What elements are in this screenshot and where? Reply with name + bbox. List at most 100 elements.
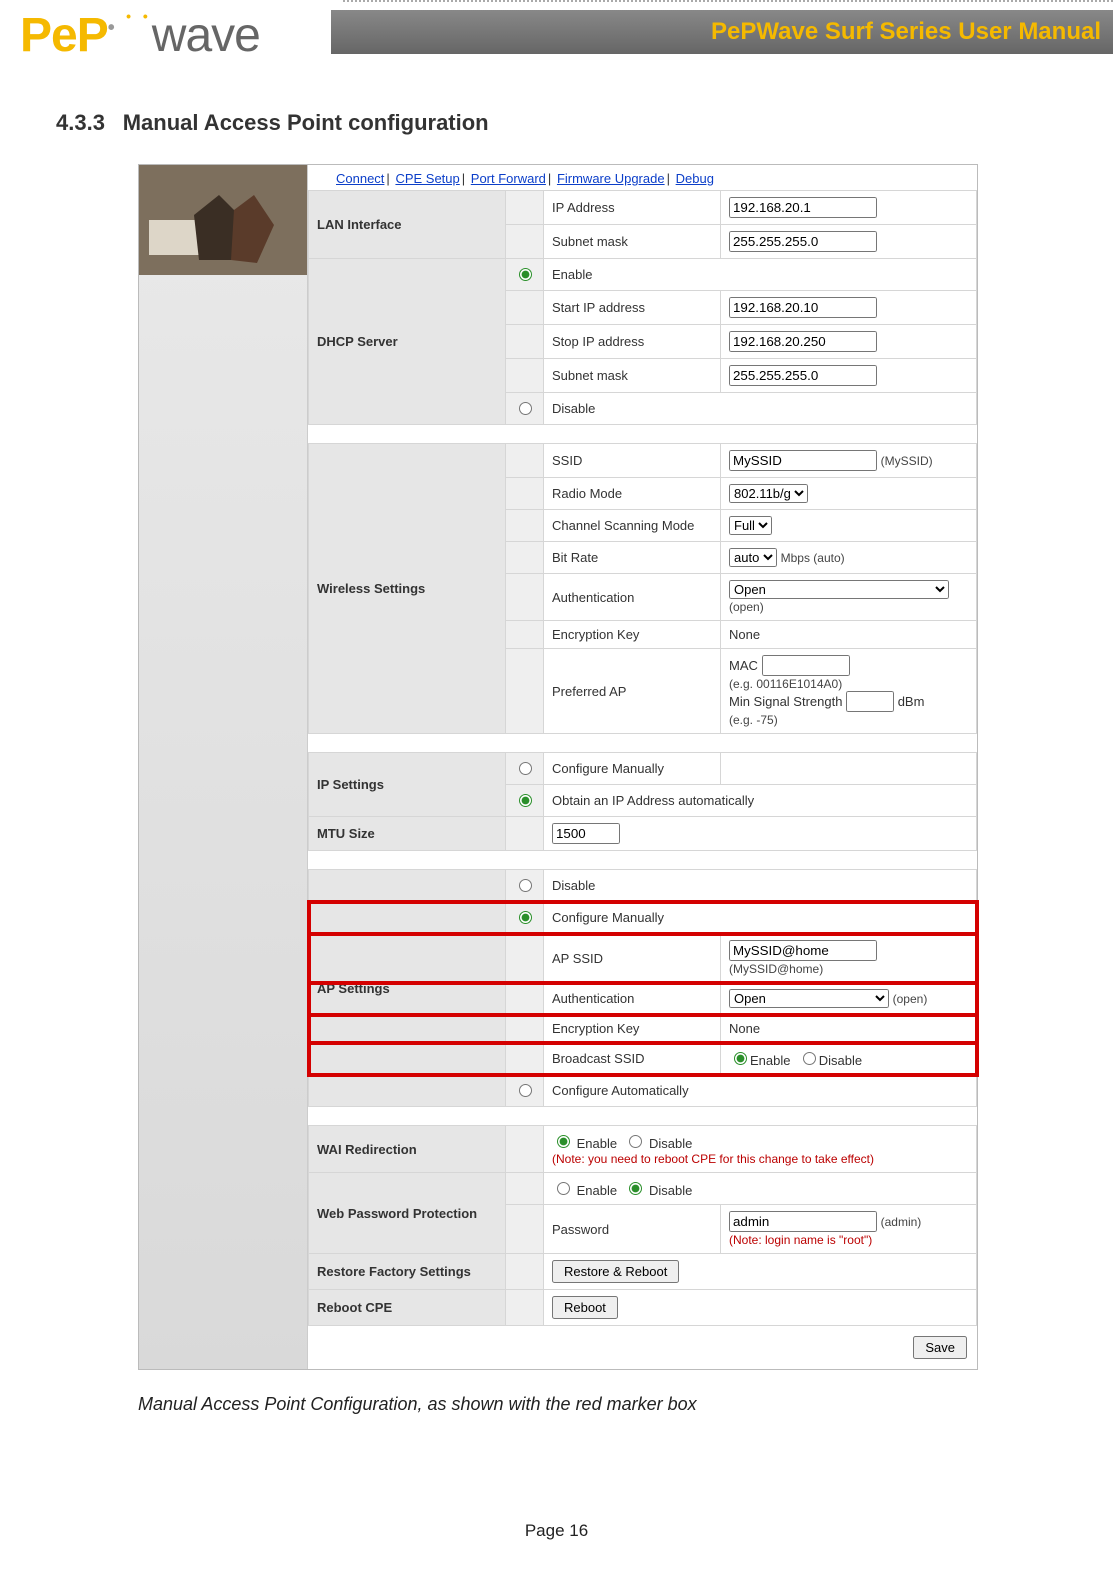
- ap-ssid-hint: (MySSID@home): [729, 962, 823, 976]
- wifi-scan-label: Channel Scanning Mode: [544, 510, 721, 542]
- pwd-section-header: Web Password Protection: [309, 1173, 506, 1254]
- dhcp-disable-radio[interactable]: [519, 402, 532, 415]
- dhcp-disable-label: Disable: [544, 393, 977, 425]
- pwd-disable-label: Disable: [649, 1183, 692, 1198]
- ap-auth-label: Authentication: [544, 983, 721, 1015]
- pwd-hint: (admin): [881, 1215, 922, 1229]
- ap-ssid-label: AP SSID: [544, 934, 721, 983]
- dhcp-enable-radio[interactable]: [519, 268, 532, 281]
- wai-disable-label: Disable: [649, 1136, 692, 1151]
- wifi-auth-hint: (open): [729, 600, 764, 614]
- figure-caption: Manual Access Point Configuration, as sh…: [138, 1394, 1113, 1415]
- ap-auto-label: Configure Automatically: [544, 1075, 977, 1107]
- dhcp-section-header: DHCP Server: [309, 259, 506, 425]
- ap-manual-label: Configure Manually: [544, 902, 977, 934]
- dhcp-start-label: Start IP address: [544, 291, 721, 325]
- wifi-rate-label: Bit Rate: [544, 542, 721, 574]
- dhcp-mask-input[interactable]: [729, 365, 877, 386]
- wifi-rate-hint: Mbps (auto): [781, 551, 845, 565]
- mtu-input[interactable]: [552, 823, 620, 844]
- wifi-pref-sig-label: Min Signal Strength: [729, 694, 842, 709]
- ap-bcast-label: Broadcast SSID: [544, 1043, 721, 1075]
- pwd-enable-radio[interactable]: [557, 1182, 570, 1195]
- mtu-section-header: MTU Size: [309, 817, 506, 851]
- wifi-enc-value: None: [721, 621, 977, 649]
- ap-ssid-input[interactable]: [729, 940, 877, 961]
- lan-mask-input[interactable]: [729, 231, 877, 252]
- ip-auto-radio[interactable]: [519, 794, 532, 807]
- wai-disable-radio[interactable]: [629, 1135, 642, 1148]
- wifi-scan-select[interactable]: Full: [729, 516, 772, 535]
- pwd-input[interactable]: [729, 1211, 877, 1232]
- wai-enable-label: Enable: [577, 1136, 617, 1151]
- wifi-rate-select[interactable]: auto: [729, 548, 777, 567]
- crumb-port-forward[interactable]: Port Forward: [471, 171, 546, 186]
- pwd-note: (Note: login name is "root"): [729, 1233, 872, 1247]
- ap-auth-hint: (open): [893, 992, 928, 1006]
- brand-logo: PeP• • •wave: [20, 8, 260, 63]
- dhcp-stop-input[interactable]: [729, 331, 877, 352]
- ip-manual-label: Configure Manually: [544, 753, 721, 785]
- wifi-pref-mac-hint: (e.g. 00116E1014A0): [729, 677, 842, 691]
- wai-note: (Note: you need to reboot CPE for this c…: [552, 1152, 874, 1166]
- ap-bcast-disable-radio[interactable]: [803, 1052, 816, 1065]
- wifi-pref-sig-input[interactable]: [846, 691, 894, 712]
- crumb-cpe-setup[interactable]: CPE Setup: [395, 171, 459, 186]
- ap-bcast-enable-radio[interactable]: [734, 1052, 747, 1065]
- wai-enable-radio[interactable]: [557, 1135, 570, 1148]
- ap-bcast-enable-label: Enable: [750, 1053, 790, 1068]
- ap-disable-label: Disable: [544, 870, 977, 902]
- section-title: Manual Access Point configuration: [123, 110, 489, 135]
- pwd-label: Password: [544, 1205, 721, 1254]
- wifi-pref-sig-hint: (e.g. ‑75): [729, 713, 778, 727]
- wifi-pref-sig-unit: dBm: [898, 694, 925, 709]
- wifi-section-header: Wireless Settings: [309, 444, 506, 734]
- sidebar-photo: [139, 165, 307, 275]
- dhcp-stop-label: Stop IP address: [544, 325, 721, 359]
- ip-manual-radio[interactable]: [519, 762, 532, 775]
- lan-ip-input[interactable]: [729, 197, 877, 218]
- dhcp-start-input[interactable]: [729, 297, 877, 318]
- reboot-button[interactable]: Reboot: [552, 1296, 618, 1319]
- page-title: PePWave Surf Series User Manual: [331, 10, 1113, 54]
- wifi-pref-mac-label: MAC: [729, 658, 758, 673]
- pwd-disable-radio[interactable]: [629, 1182, 642, 1195]
- dhcp-mask-label: Subnet mask: [544, 359, 721, 393]
- ap-disable-radio[interactable]: [519, 879, 532, 892]
- dhcp-enable-label: Enable: [544, 259, 977, 291]
- ap-auth-select[interactable]: Open: [729, 989, 889, 1008]
- ap-enc-label: Encryption Key: [544, 1015, 721, 1043]
- config-screenshot: Connect| CPE Setup| Port Forward| Firmwa…: [138, 164, 978, 1370]
- wifi-mode-label: Radio Mode: [544, 478, 721, 510]
- wifi-pref-label: Preferred AP: [544, 649, 721, 734]
- breadcrumb: Connect| CPE Setup| Port Forward| Firmwa…: [308, 165, 977, 190]
- wifi-ssid-input[interactable]: [729, 450, 877, 471]
- page-number: Page 16: [0, 1521, 1113, 1541]
- save-button[interactable]: Save: [913, 1336, 967, 1359]
- ap-section-header: AP Settings: [309, 870, 506, 1107]
- crumb-firmware-upgrade[interactable]: Firmware Upgrade: [557, 171, 665, 186]
- wifi-ssid-hint: (MySSID): [881, 454, 933, 468]
- wifi-auth-label: Authentication: [544, 574, 721, 621]
- restore-button[interactable]: Restore & Reboot: [552, 1260, 679, 1283]
- ap-enc-value: None: [721, 1015, 977, 1043]
- wifi-ssid-label: SSID: [544, 444, 721, 478]
- lan-mask-label: Subnet mask: [544, 225, 721, 259]
- ap-auto-radio[interactable]: [519, 1084, 532, 1097]
- ip-section-header: IP Settings: [309, 753, 506, 817]
- wai-section-header: WAI Redirection: [309, 1126, 506, 1173]
- pwd-enable-label: Enable: [577, 1183, 617, 1198]
- wifi-mode-select[interactable]: 802.11b/g: [729, 484, 808, 503]
- wifi-auth-select[interactable]: Open: [729, 580, 949, 599]
- crumb-debug[interactable]: Debug: [676, 171, 714, 186]
- ap-bcast-disable-label: Disable: [819, 1053, 862, 1068]
- wifi-enc-label: Encryption Key: [544, 621, 721, 649]
- wifi-pref-mac-input[interactable]: [762, 655, 850, 676]
- crumb-connect[interactable]: Connect: [336, 171, 384, 186]
- reboot-section-header: Reboot CPE: [309, 1290, 506, 1326]
- ip-auto-label: Obtain an IP Address automatically: [544, 785, 977, 817]
- lan-ip-label: IP Address: [544, 191, 721, 225]
- restore-section-header: Restore Factory Settings: [309, 1254, 506, 1290]
- ap-manual-radio[interactable]: [519, 911, 532, 924]
- lan-section-header: LAN Interface: [309, 191, 506, 259]
